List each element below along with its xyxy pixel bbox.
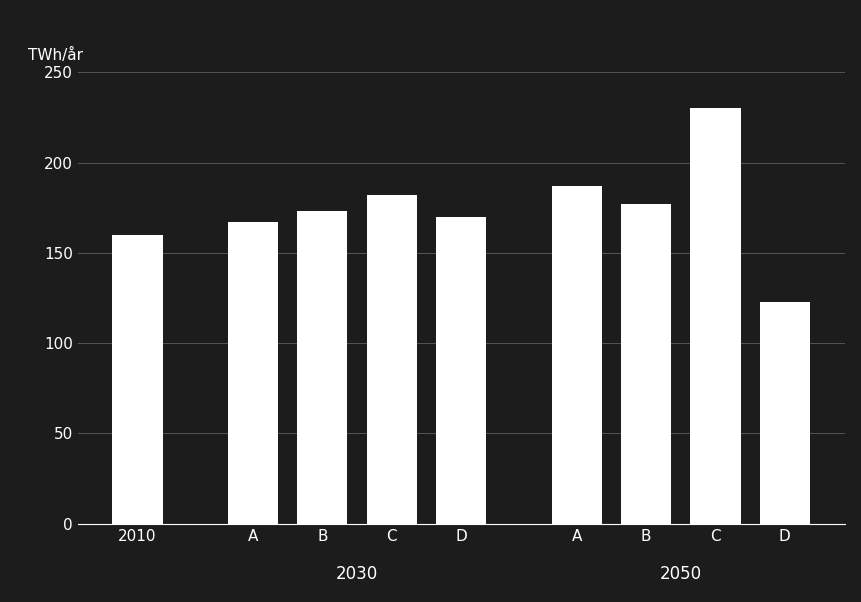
Bar — [690, 108, 740, 524]
Bar — [759, 302, 809, 524]
Bar — [228, 222, 278, 524]
Bar — [297, 211, 347, 524]
Bar — [112, 235, 163, 524]
Text: TWh/år: TWh/år — [28, 48, 83, 63]
Text: 2050: 2050 — [659, 565, 701, 583]
Text: 2030: 2030 — [336, 565, 378, 583]
Bar — [366, 195, 417, 524]
Bar — [621, 204, 671, 524]
Bar — [551, 186, 601, 524]
Bar — [436, 217, 486, 524]
